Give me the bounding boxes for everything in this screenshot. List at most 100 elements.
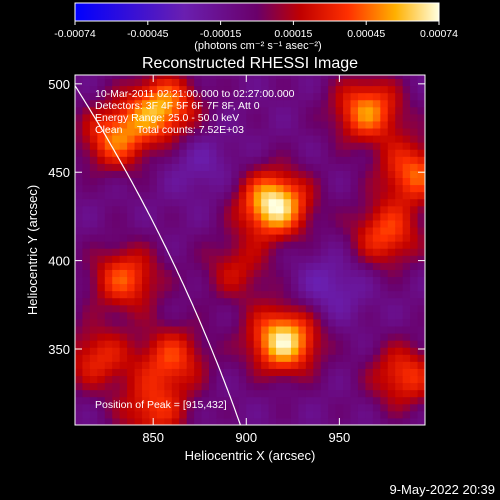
heatmap-cell (298, 241, 307, 249)
heatmap-cell (223, 389, 232, 398)
heatmap-cell (164, 78, 173, 87)
heatmap-cell (134, 396, 143, 405)
heatmap-cell (97, 106, 106, 115)
heatmap-cell (417, 212, 425, 221)
heatmap-cell (372, 340, 381, 348)
heatmap-cell (365, 248, 374, 256)
heatmap-cell (238, 354, 247, 362)
heatmap-cell (380, 382, 389, 391)
heatmap-cell (164, 297, 173, 306)
heatmap-cell (343, 283, 352, 292)
heatmap-cell (82, 347, 91, 355)
heatmap-cell (298, 417, 307, 425)
heatmap-cell (402, 85, 411, 94)
heatmap-cell (313, 99, 322, 108)
heatmap-cell (410, 403, 419, 412)
heatmap-cell (350, 333, 359, 341)
heatmap-cell (119, 113, 128, 122)
heatmap-cell (253, 212, 262, 221)
heatmap-cell (134, 120, 143, 129)
heatmap-cell (156, 163, 165, 171)
heatmap-cell (238, 128, 247, 136)
heatmap-cell (276, 269, 285, 278)
y-tick-label: 350 (48, 342, 70, 357)
heatmap-cell (112, 417, 121, 425)
heatmap-cell (142, 389, 150, 398)
heatmap-cell (127, 212, 136, 221)
heatmap-cell (357, 375, 366, 384)
heatmap-cell (276, 135, 285, 143)
heatmap-cell (231, 170, 240, 179)
heatmap-cell (387, 255, 396, 263)
heatmap-cell (89, 135, 98, 143)
heatmap-cell (171, 333, 180, 341)
heatmap-cell (149, 177, 158, 186)
heatmap-cell (82, 142, 91, 150)
heatmap-cell (350, 191, 359, 200)
heatmap-cell (209, 361, 217, 369)
heatmap-cell (149, 311, 158, 320)
heatmap-cell (127, 241, 136, 249)
heatmap-cell (305, 198, 314, 207)
heatmap-cell (75, 276, 83, 285)
heatmap-cell (216, 219, 225, 228)
heatmap-cell (343, 135, 352, 143)
heatmap-cell (75, 227, 83, 235)
heatmap-cell (171, 75, 180, 80)
heatmap-cell (387, 198, 396, 207)
heatmap-cell (171, 106, 180, 115)
heatmap-cell (365, 163, 374, 171)
heatmap-cell (156, 283, 165, 292)
heatmap-cell (127, 417, 136, 425)
heatmap-cell (171, 276, 180, 285)
heatmap-cell (372, 318, 381, 327)
heatmap-cell (149, 149, 158, 157)
heatmap-cell (171, 283, 180, 292)
heatmap-cell (97, 191, 106, 200)
heatmap-cell (186, 163, 195, 171)
heatmap-cell (372, 375, 381, 384)
heatmap-cell (261, 417, 270, 425)
heatmap-cell (201, 340, 210, 348)
heatmap-cell (164, 396, 173, 405)
heatmap-cell (350, 135, 359, 143)
heatmap-cell (380, 354, 389, 362)
heatmap-cell (357, 113, 366, 122)
heatmap-cell (194, 248, 203, 256)
heatmap-cell (380, 290, 389, 299)
heatmap-cell (328, 403, 337, 412)
heatmap-cell (209, 92, 217, 101)
heatmap-cell (298, 290, 307, 299)
heatmap-cell (231, 297, 240, 306)
heatmap-cell (82, 85, 91, 94)
heatmap-cell (402, 128, 411, 136)
heatmap-cell (417, 156, 425, 164)
heatmap-cell (380, 410, 389, 419)
heatmap-cell (164, 177, 173, 186)
heatmap-cell (104, 135, 113, 143)
heatmap-cell (395, 326, 404, 334)
heatmap-cell (156, 248, 165, 256)
heatmap-cell (276, 198, 285, 207)
heatmap-cell (372, 403, 381, 412)
heatmap-cell (89, 85, 98, 94)
heatmap-cell (246, 99, 255, 108)
heatmap-cell (372, 78, 381, 87)
heatmap-cell (89, 198, 98, 207)
heatmap-cell (201, 92, 210, 101)
heatmap-cell (142, 262, 150, 270)
heatmap-cell (387, 219, 396, 228)
heatmap-cell (209, 85, 217, 94)
heatmap-cell (246, 163, 255, 171)
heatmap-cell (253, 410, 262, 419)
heatmap-cell (343, 85, 352, 94)
heatmap-cell (290, 375, 299, 384)
heatmap-cell (372, 170, 381, 179)
heatmap-cell (156, 241, 165, 249)
heatmap-cell (350, 219, 359, 228)
heatmap-cell (127, 113, 136, 122)
heatmap-cell (75, 85, 83, 94)
heatmap-cell (201, 417, 210, 425)
heatmap-cell (186, 142, 195, 150)
heatmap-cell (171, 417, 180, 425)
